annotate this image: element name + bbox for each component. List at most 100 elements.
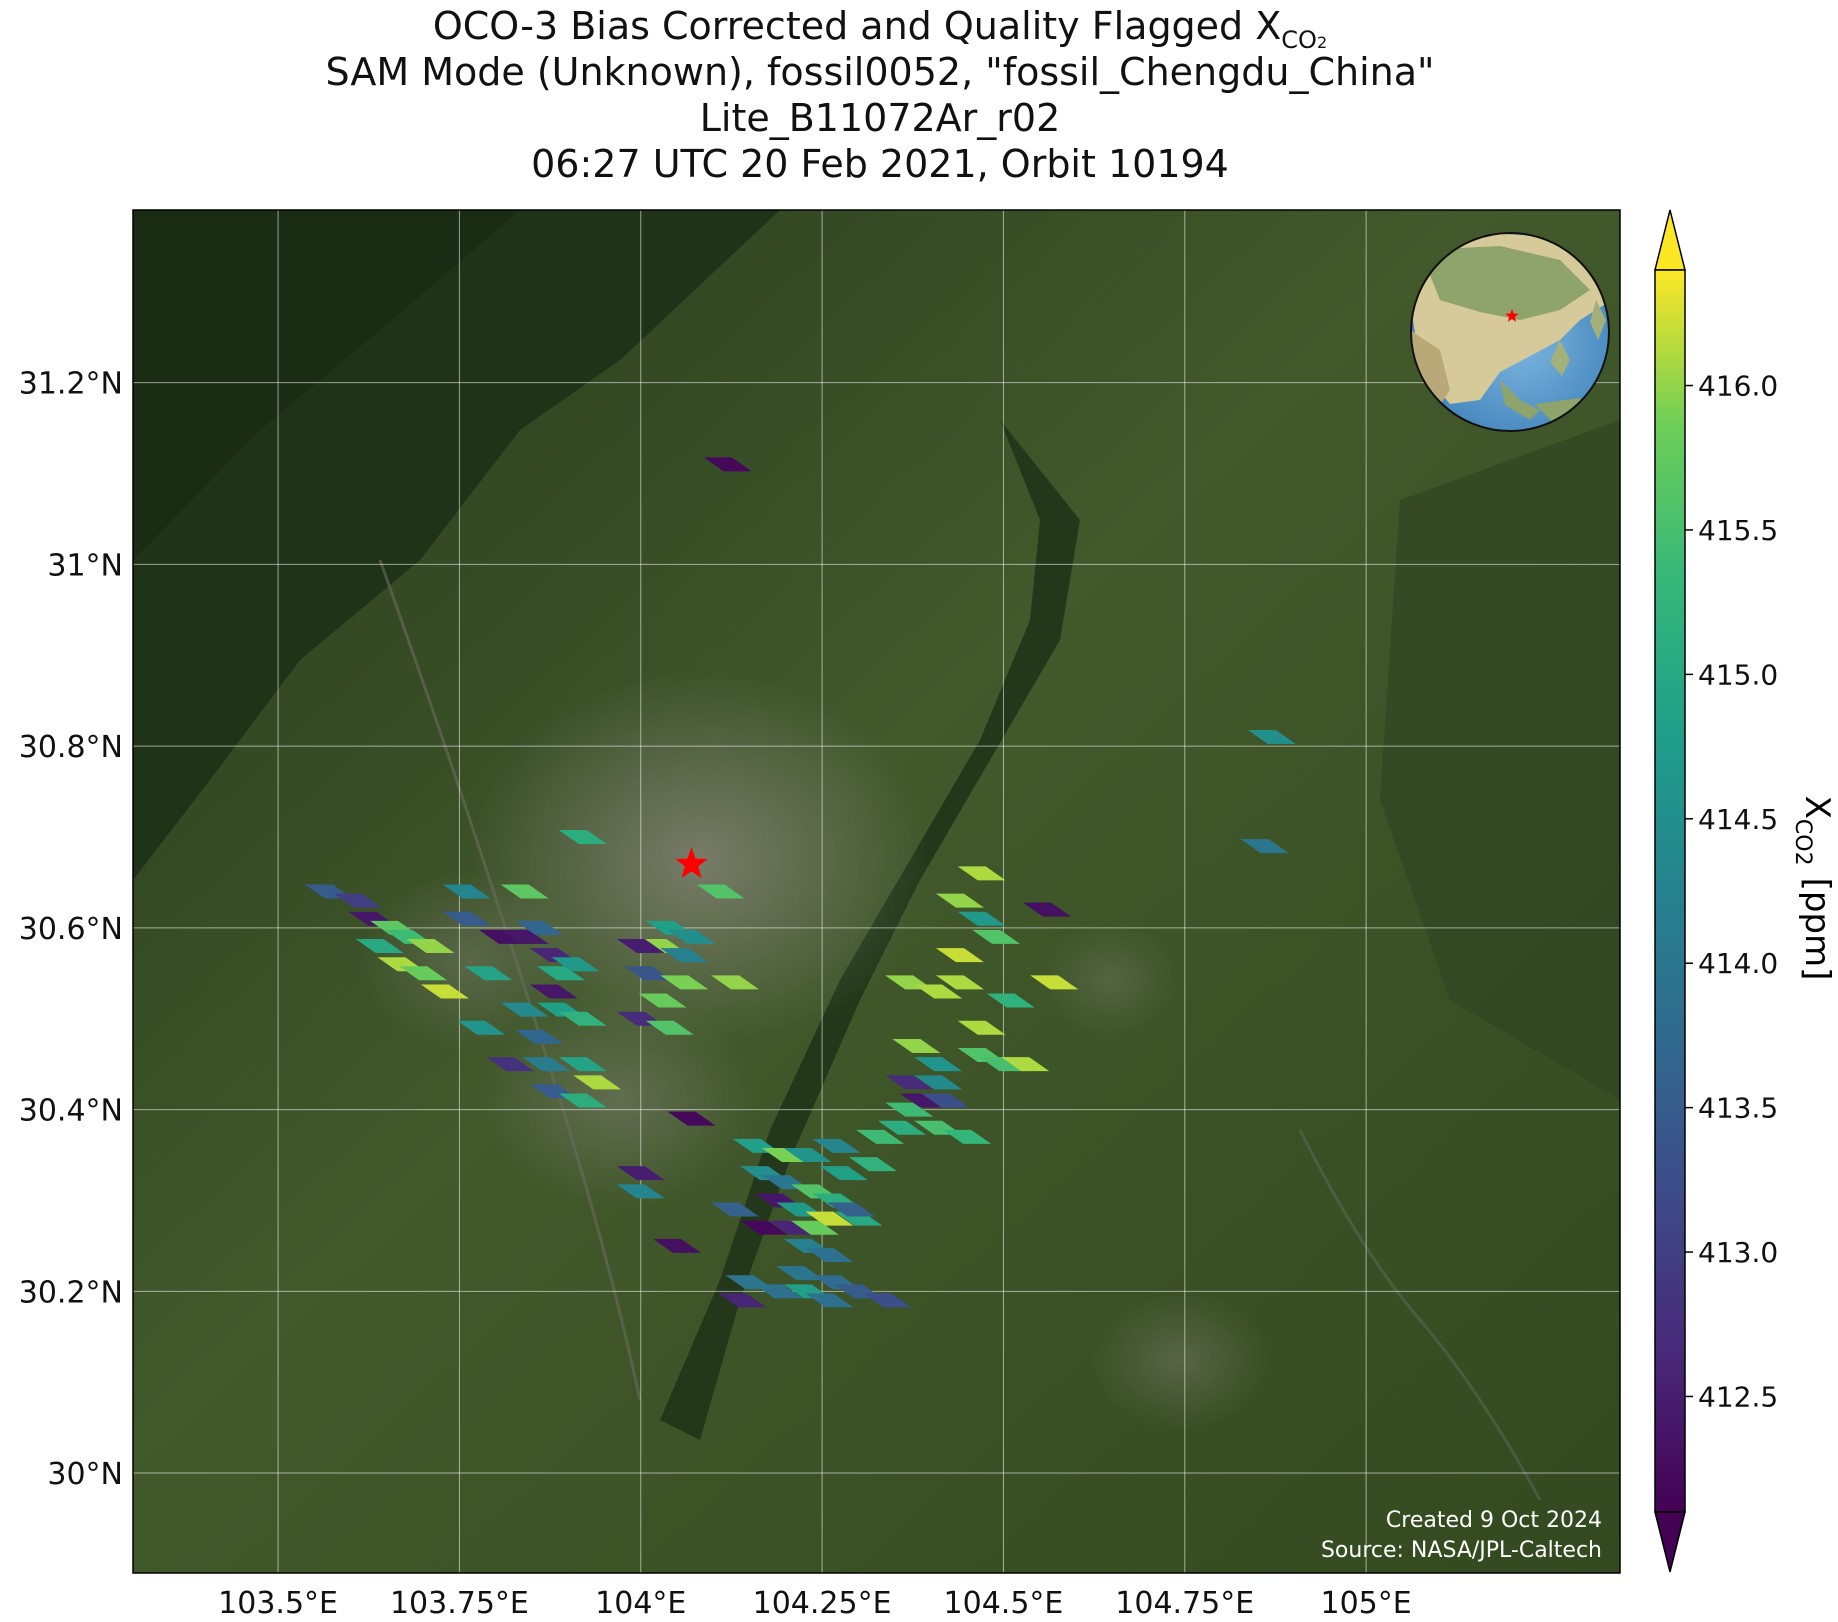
sounding-footprint [1030,975,1079,990]
sounding-footprint [558,1011,607,1026]
credit-created: Created 9 Oct 2024 [1386,1508,1602,1533]
sounding-footprint [957,1020,1006,1035]
sounding-footprint [914,984,963,999]
sounding-footprint [624,966,673,981]
sounding-footprint [573,1075,622,1090]
colorbar: 412.5 413.0 413.5 414.0 414.5 415.0 415.5 416.0… [1654,209,1837,1573]
colorbar-tick-label: 416.0 [1698,370,1778,403]
sounding-footprint [914,1075,963,1090]
latitude-tick-labels: 30°N 30.2°N 30.4°N 30.6°N 30.8°N 31°N 31.2°N [19,367,123,1492]
sounding-footprint [863,1293,912,1308]
sounding-footprint [986,993,1035,1008]
sounding-footprint [558,829,607,844]
xco2-soundings [304,457,1296,1308]
sounding-footprint [478,929,527,944]
sounding-footprint [740,1220,789,1235]
lat-tick-label: 31.2°N [19,367,123,402]
colorbar-extend-min [1654,1511,1686,1573]
sounding-footprint [457,1020,506,1035]
sounding-footprint [805,1211,854,1226]
sounding-footprint [500,884,549,899]
lon-tick-label: 103.5°E [218,1586,338,1621]
basemap-imagery [133,210,1620,1573]
sounding-footprint [616,1166,665,1181]
sounding-footprint [522,1057,571,1072]
sounding-footprint [558,1057,607,1072]
lon-tick-label: 105°E [1321,1586,1412,1621]
sounding-footprint [957,911,1006,926]
sounding-footprint [761,1148,810,1163]
lat-tick-label: 30.8°N [19,730,123,765]
sounding-footprint [616,1184,665,1199]
sounding-footprint [711,1202,760,1217]
sounding-footprint [667,929,716,944]
sounding-footprint [406,939,455,954]
sounding-footprint [653,1238,702,1253]
sounding-footprint [500,929,549,944]
map-gridlines [133,210,1620,1573]
sounding-footprint [486,1057,535,1072]
sounding-footprint [805,1247,854,1262]
sounding-footprint [921,1093,970,1108]
colorbar-extend-max [1654,209,1686,271]
sounding-footprint [812,1138,861,1153]
sounding-footprint [885,1102,934,1117]
title-line-1: OCO-3 Bias Corrected and Quality Flagged… [432,4,1328,54]
sounding-footprint [856,1129,905,1144]
sounding-footprint [333,893,382,908]
sounding-footprint [667,1111,716,1126]
sounding-footprint [558,1093,607,1108]
colorbar-tick-label: 414.5 [1698,803,1778,836]
colorbar-tick-label: 413.0 [1698,1236,1778,1269]
lon-tick-label: 104.75°E [1115,1586,1254,1621]
sounding-footprint [718,1293,767,1308]
sounding-footprint [442,911,491,926]
lat-tick-label: 30.4°N [19,1094,123,1129]
sounding-footprint [536,966,585,981]
sounding-footprint [790,1220,839,1235]
colorbar-tick-label: 412.5 [1698,1380,1778,1413]
sounding-footprint [877,1120,926,1135]
sounding-footprint [899,1093,948,1108]
sounding-footprint [399,966,448,981]
longitude-tick-labels: 103.5°E 103.75°E 104°E 104.25°E 104.5°E 104.7… [218,1586,1412,1621]
map-frame [132,209,1621,1574]
lat-tick-label: 30.2°N [19,1275,123,1310]
lat-tick-label: 30°N [47,1457,123,1492]
sounding-footprint [935,975,984,990]
sounding-footprint [638,993,687,1008]
sounding-footprint [703,457,752,472]
globe-target-icon [1505,309,1519,322]
sounding-footprint [1247,730,1296,745]
title-line-4: 06:27 UTC 20 Feb 2021, Orbit 10194 [531,142,1229,186]
sounding-footprint [819,1166,868,1181]
sounding-footprint [892,1038,941,1053]
credit-source: Source: NASA/JPL-Caltech [1321,1538,1602,1563]
sounding-footprint [885,1075,934,1090]
sounding-footprint [957,866,1006,881]
sounding-footprint [420,984,469,999]
sounding-footprint [660,975,709,990]
sounding-footprint [979,1057,1028,1072]
sounding-footprint [355,939,404,954]
lon-tick-label: 104.25°E [753,1586,892,1621]
sounding-footprint [442,884,491,899]
sounding-footprint [1022,902,1071,917]
sounding-footprint [935,948,984,963]
colorbar-tick-label: 414.0 [1698,947,1778,980]
sounding-footprint [529,984,578,999]
sounding-footprint [616,939,665,954]
sounding-footprint [972,929,1021,944]
sounding-footprint [848,1157,897,1172]
sounding-footprint [464,966,513,981]
colorbar-ticks: 412.5 413.0 413.5 414.0 414.5 415.0 415.5 416.0 [1685,370,1778,1413]
colorbar-ramp [1654,269,1686,1513]
lat-tick-label: 30.6°N [19,912,123,947]
lon-tick-label: 104°E [595,1586,686,1621]
sounding-footprint [776,1266,825,1281]
sounding-footprint [805,1293,854,1308]
sounding-footprint [769,1220,818,1235]
sounding-footprint [827,1202,876,1217]
sounding-footprint [943,1129,992,1144]
